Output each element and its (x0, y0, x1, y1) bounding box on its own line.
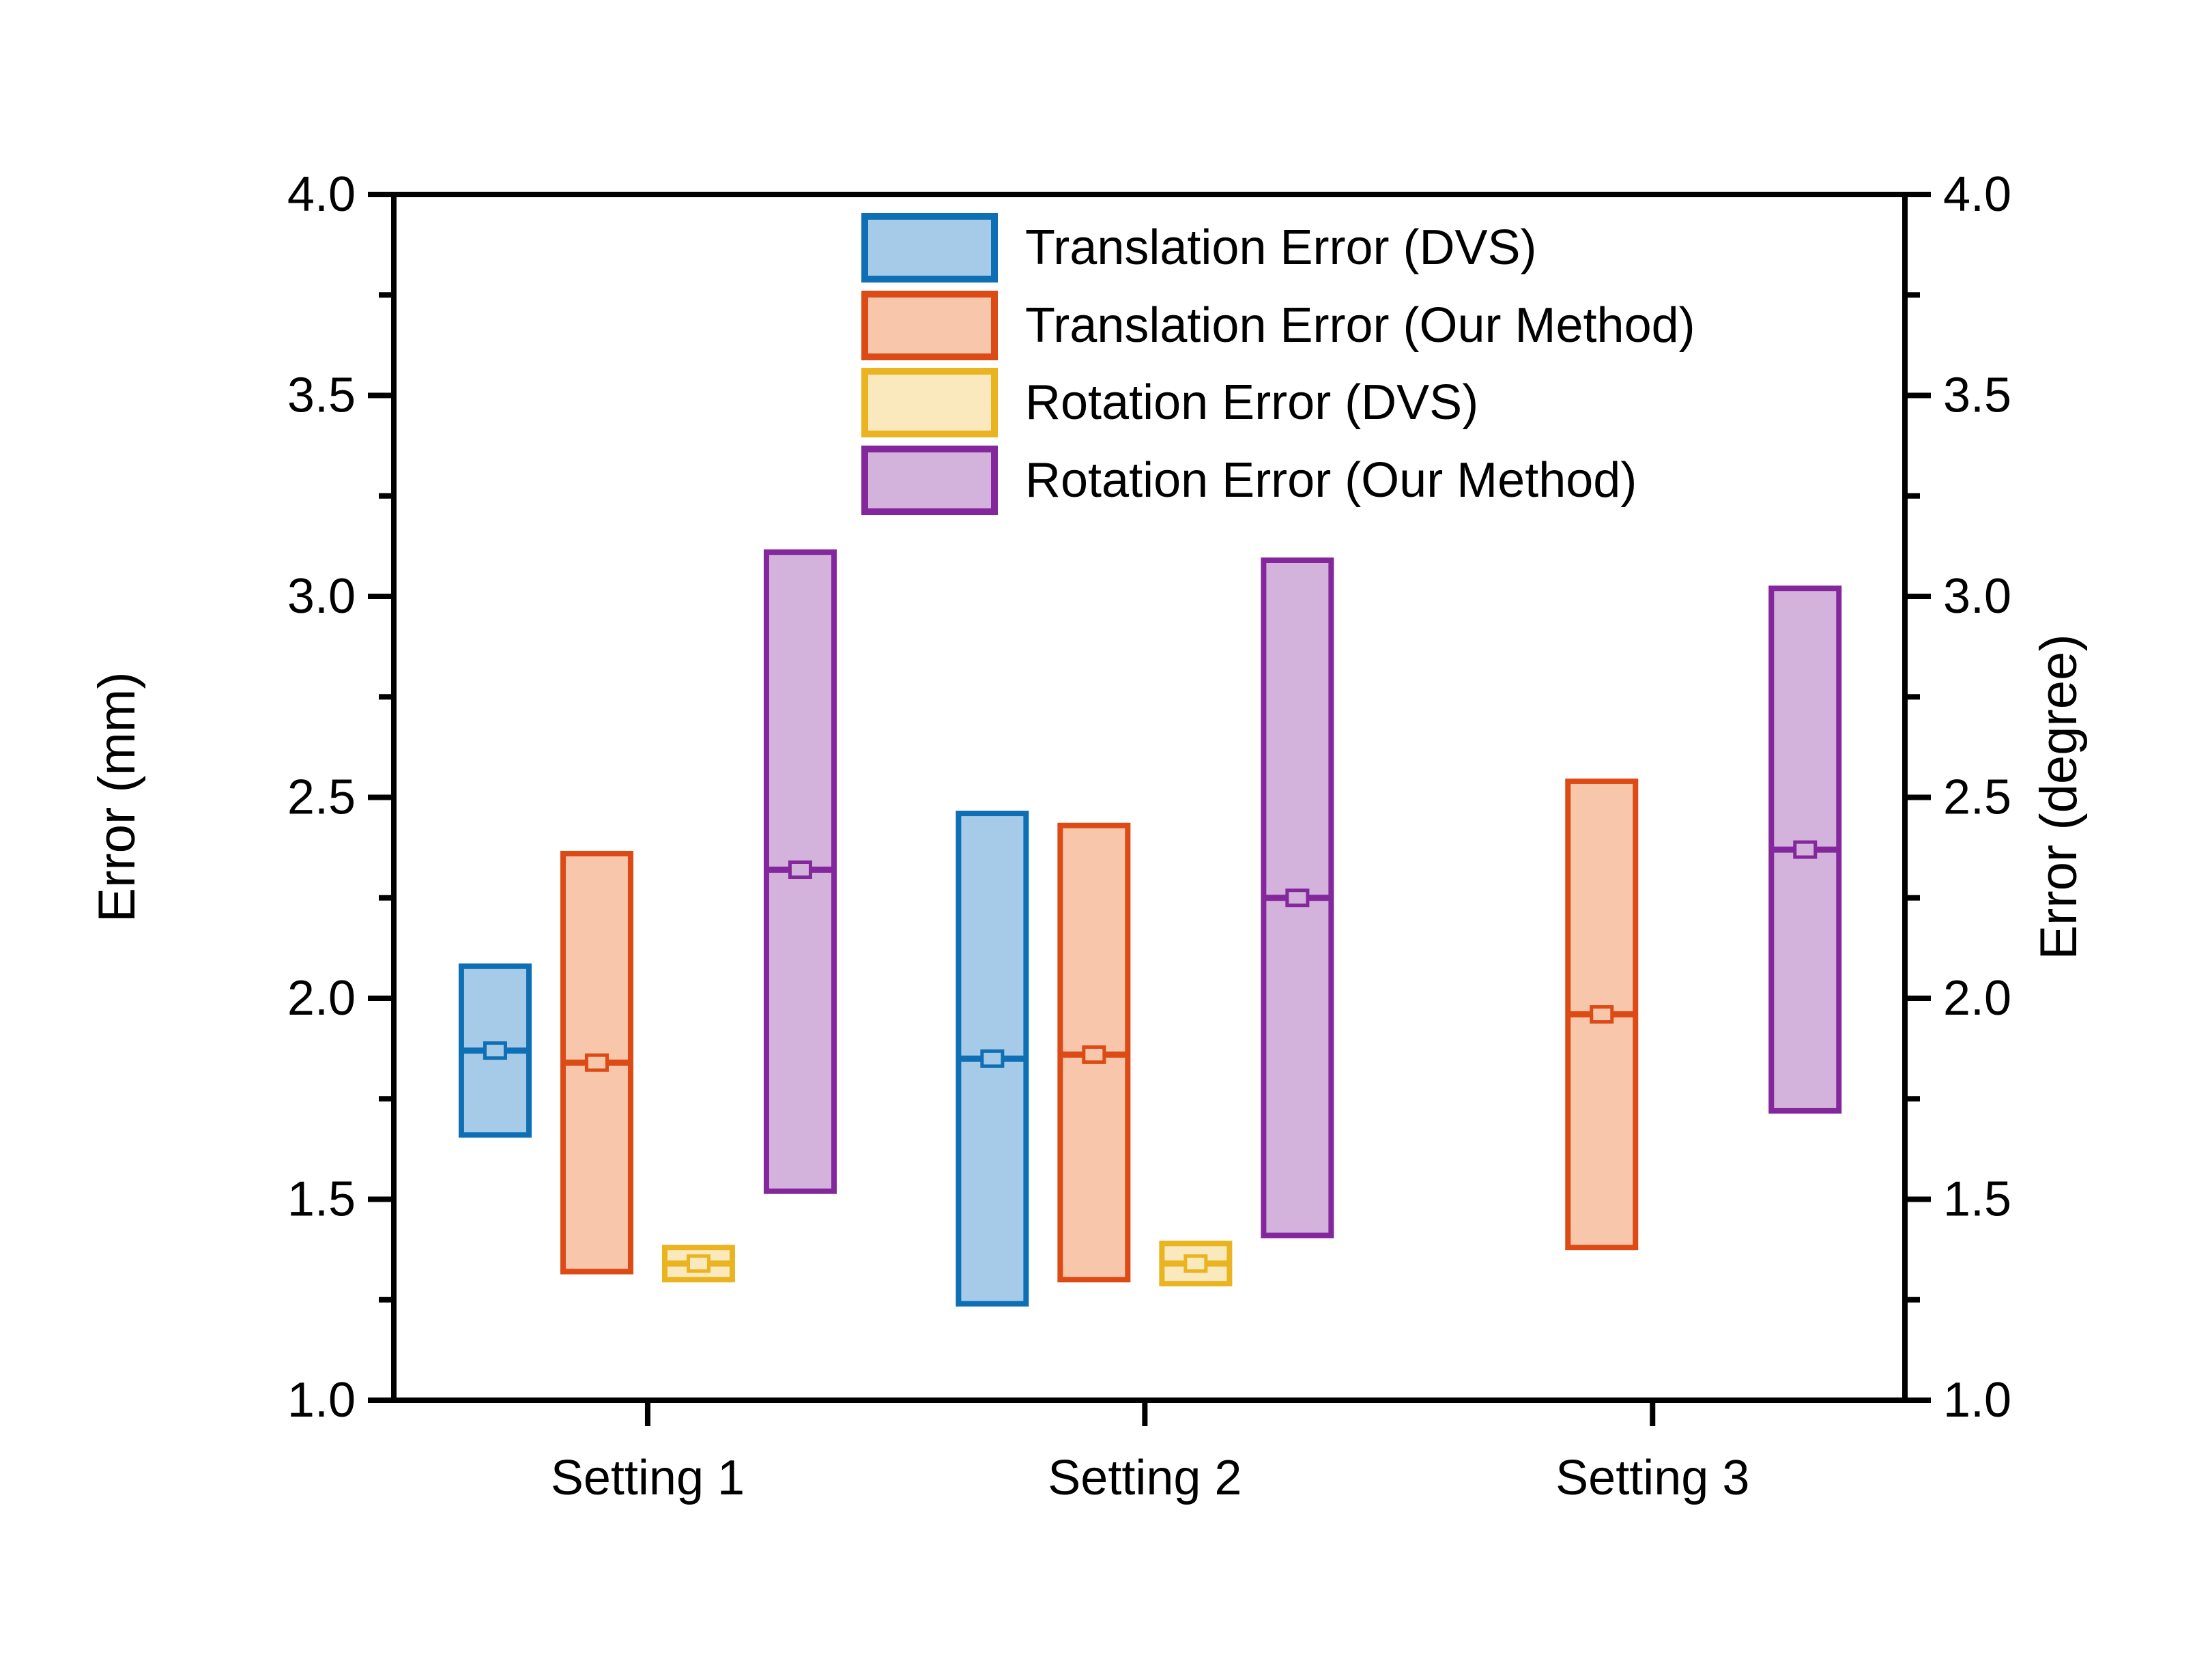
legend-swatch-translation-error-dvs (861, 213, 998, 283)
left-tick-label: 2.5 (287, 770, 356, 825)
right-tick-label: 1.5 (1943, 1172, 2011, 1227)
mean-marker-translation-error-dvs-setting-2 (980, 1049, 1005, 1068)
right-tick-label: 3.5 (1943, 368, 2011, 423)
right-tick-label: 2.0 (1943, 971, 2011, 1026)
mean-marker-rotation-error-dvs-setting-2 (1183, 1254, 1208, 1273)
legend-label: Rotation Error (DVS) (1025, 375, 1479, 430)
left-axis-title: Error (mm) (88, 671, 146, 923)
left-tick-label: 3.0 (287, 569, 356, 624)
legend-label: Rotation Error (Our Method) (1025, 452, 1637, 508)
left-tick-label: 1.5 (287, 1172, 356, 1227)
mean-marker-rotation-error-dvs-setting-1 (686, 1254, 711, 1273)
legend-swatch-rotation-error-our-method (861, 445, 998, 515)
right-tick-label: 1.0 (1943, 1373, 2011, 1428)
mean-marker-translation-error-dvs-setting-1 (483, 1041, 507, 1060)
legend-swatch-translation-error-our-method (861, 290, 998, 360)
left-tick-label: 4.0 (287, 167, 356, 222)
mean-marker-rotation-error-our-method-setting-1 (788, 860, 812, 880)
legend-label: Translation Error (Our Method) (1025, 298, 1695, 353)
left-tick-label: 2.0 (287, 971, 356, 1026)
legend-swatch-rotation-error-dvs (861, 368, 998, 437)
right-tick-label: 3.0 (1943, 569, 2011, 624)
mean-marker-rotation-error-our-method-setting-3 (1793, 840, 1818, 859)
right-axis-title: Error (degree) (2030, 634, 2088, 960)
right-tick-label: 2.5 (1943, 770, 2011, 825)
x-label-setting-2: Setting 2 (1048, 1451, 1242, 1505)
left-tick-label: 3.5 (287, 368, 356, 423)
mean-marker-rotation-error-our-method-setting-2 (1285, 888, 1310, 908)
left-tick-label: 1.0 (287, 1373, 356, 1428)
x-label-setting-1: Setting 1 (551, 1451, 745, 1505)
mean-marker-translation-error-our-method-setting-3 (1590, 1005, 1614, 1024)
mean-marker-translation-error-our-method-setting-1 (584, 1053, 609, 1072)
x-label-setting-3: Setting 3 (1555, 1451, 1749, 1505)
legend-label: Translation Error (DVS) (1025, 220, 1537, 275)
mean-marker-translation-error-our-method-setting-2 (1082, 1045, 1106, 1064)
right-tick-label: 4.0 (1943, 167, 2011, 222)
